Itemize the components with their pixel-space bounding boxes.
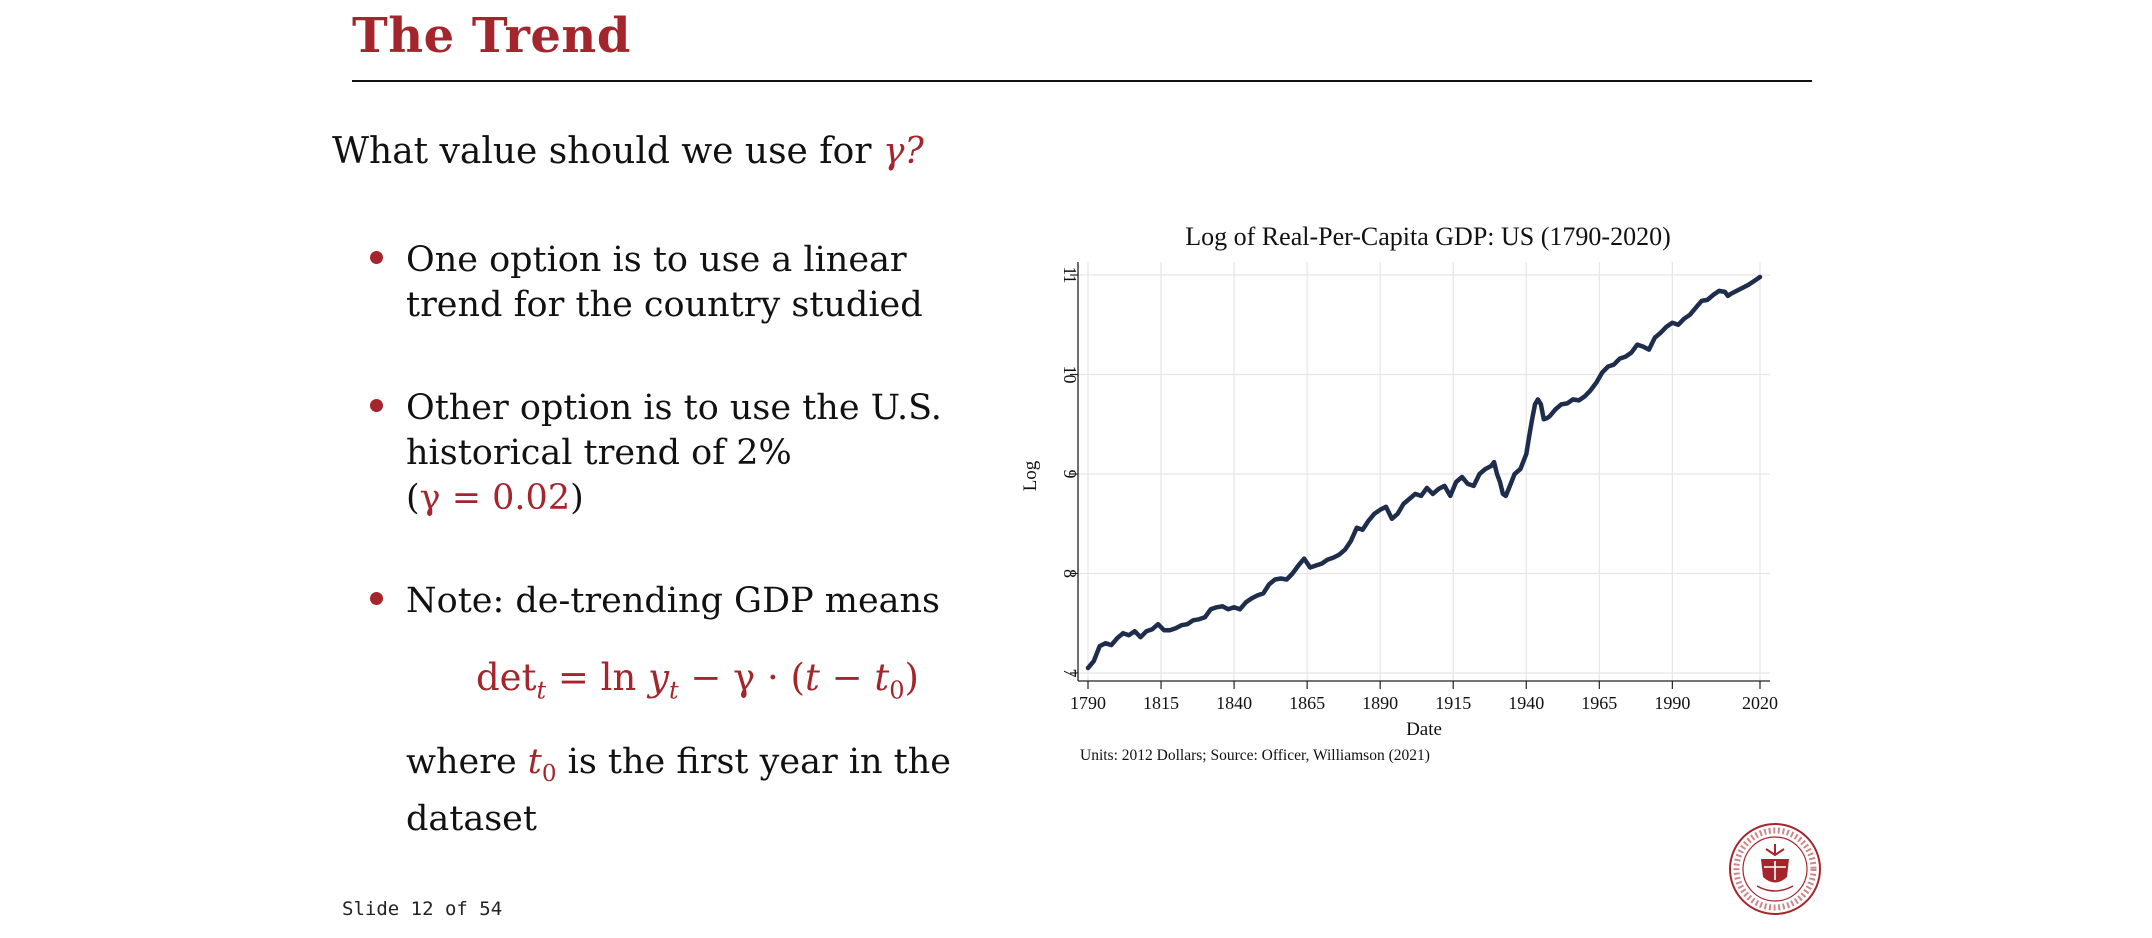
y-tick-label-10: 10: [1060, 366, 1080, 384]
x-tick-label-1940: 1940: [1508, 693, 1544, 713]
x-axis-label: Date: [1406, 719, 1442, 740]
bullet-2: Other option is to use the U.S. historic…: [406, 386, 1006, 521]
slide-counter: Slide 12 of 54: [342, 898, 503, 920]
cmu-seal-logo: [1729, 823, 1821, 915]
chart-title: Log of Real-Per-Capita GDP: US (1790-202…: [1185, 222, 1670, 251]
chart-source-note: Units: 2012 Dollars; Source: Officer, Wi…: [1080, 747, 1430, 764]
chart-grid: [1078, 262, 1770, 681]
x-tick-label-1815: 1815: [1143, 693, 1179, 713]
slide-title: The Trend: [352, 8, 631, 64]
bullet-2-open-paren: (: [406, 478, 420, 518]
x-tick-label-1840: 1840: [1216, 693, 1252, 713]
bullet-marker-1: [370, 251, 383, 264]
x-tick-label-1890: 1890: [1362, 693, 1398, 713]
x-tick-label-1965: 1965: [1581, 693, 1617, 713]
y-tick-label-7: 7: [1060, 669, 1080, 678]
y-tick-label-9: 9: [1060, 470, 1080, 479]
y-axis-label: Log: [1020, 460, 1041, 491]
x-tick-label-2020: 2020: [1742, 693, 1778, 713]
formula-minus-gamma: − γ · (: [678, 656, 805, 699]
formula-t: t: [804, 656, 820, 699]
y-tick-label-8: 8: [1060, 569, 1080, 578]
formula-t0-sub: 0: [889, 676, 905, 705]
where-symbol-sub: 0: [541, 761, 557, 787]
x-tick-label-1990: 1990: [1654, 693, 1690, 713]
gdp-chart: 1790 1815 1840 1865 1890 1915 1940 1965 1990 2020…: [1020, 222, 1778, 764]
bullet-marker-3: [370, 592, 383, 605]
where-text: where t0 is the first year in the datase…: [406, 740, 966, 842]
formula-eq-ln: = ln: [546, 656, 649, 699]
bullet-1: One option is to use a linear trend for …: [406, 240, 923, 325]
y-tick-label-11: 11: [1060, 266, 1080, 283]
series-line-gdp: [1085, 274, 1763, 671]
bullet-3: Note: de-trending GDP means: [406, 581, 941, 621]
formula-close: ): [904, 656, 919, 699]
question: What value should we use for γ?: [332, 130, 924, 173]
bullet-marker-2: [370, 399, 383, 412]
chart-axes: [1077, 262, 1770, 682]
formula-det: det: [476, 656, 537, 699]
question-symbol: γ?: [882, 131, 924, 172]
where-before: where: [406, 742, 528, 782]
bullet-2-text: Other option is to use the U.S. historic…: [406, 388, 942, 473]
x-tick-label-1915: 1915: [1435, 693, 1471, 713]
x-tick-label-1865: 1865: [1289, 693, 1325, 713]
bullet-2-math: γ = 0.02: [419, 478, 571, 518]
bullet-2-close-paren: ): [570, 478, 584, 518]
title-rule: [352, 80, 1812, 82]
detrend-formula: dett = ln yt − γ · (t − t0): [476, 656, 919, 705]
formula-det-sub: t: [536, 676, 547, 705]
formula-y-sub: t: [668, 676, 679, 705]
x-tick-label-1790: 1790: [1070, 693, 1106, 713]
question-text: What value should we use for: [332, 131, 883, 172]
formula-t0: t: [874, 656, 890, 699]
formula-minus: −: [819, 656, 875, 699]
where-symbol: t: [527, 742, 542, 782]
formula-y: y: [648, 656, 669, 699]
chart-ticks: 1790 1815 1840 1865 1890 1915 1940 1965 1990 2020…: [1060, 266, 1778, 713]
where-after: is the first year in the dataset: [406, 742, 951, 839]
